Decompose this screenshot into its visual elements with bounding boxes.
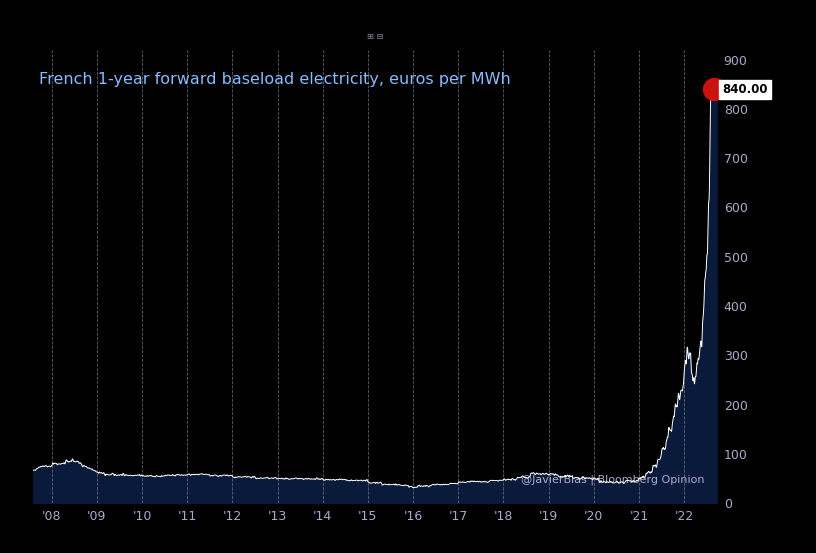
Text: @JavierBlas | Bloomberg Opinion: @JavierBlas | Bloomberg Opinion [521, 474, 704, 485]
Point [708, 85, 721, 93]
Text: 840.00: 840.00 [722, 83, 768, 96]
Text: French 1-year forward baseload electricity, euros per MWh: French 1-year forward baseload electrici… [39, 72, 512, 87]
Text: ⊞ ⊟: ⊞ ⊟ [367, 32, 384, 41]
